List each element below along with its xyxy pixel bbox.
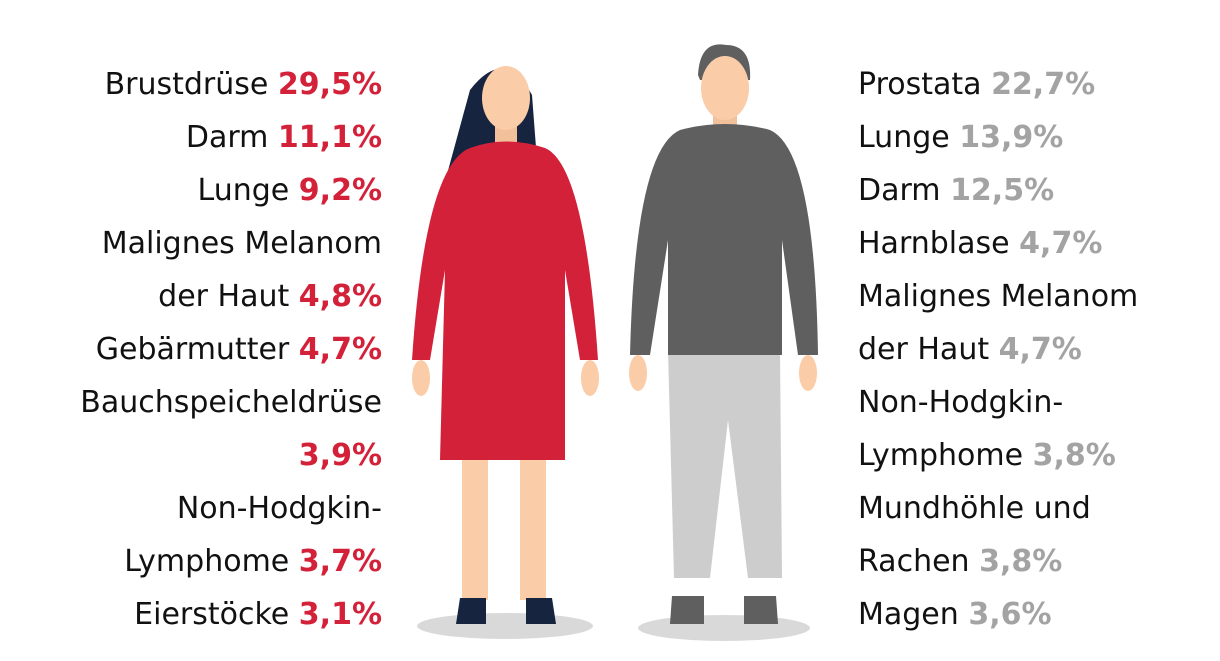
entry: Mundhöhle und Rachen 3,8%	[858, 482, 1198, 588]
label: Non-Hodgkin-	[858, 385, 1064, 420]
label: Darm	[858, 173, 941, 208]
label: Rachen	[858, 544, 970, 579]
percent: 3,8%	[1032, 438, 1116, 473]
men-list: Prostata 22,7% Lunge 13,9% Darm 12,5% Harnb…	[858, 58, 1198, 641]
entry: Non-Hodgkin- Lymphome 3,7%	[42, 482, 382, 588]
entry: Brustdrüse 29,5%	[42, 58, 382, 111]
percent: 13,9%	[959, 120, 1064, 155]
entry: Malignes Melanom der Haut 4,8%	[42, 217, 382, 323]
percent: 4,7%	[298, 332, 382, 367]
entry: Malignes Melanom der Haut 4,7%	[858, 270, 1198, 376]
label: Harnblase	[858, 226, 1010, 261]
entry: Non-Hodgkin- Lymphome 3,8%	[858, 376, 1198, 482]
percent: 3,7%	[298, 544, 382, 579]
label: Prostata	[858, 67, 982, 102]
label: Darm	[185, 120, 269, 155]
label: Lymphome	[858, 438, 1024, 473]
label: der Haut	[158, 279, 290, 314]
percent: 3,8%	[979, 544, 1063, 579]
percent: 22,7%	[991, 67, 1096, 102]
percent: 3,6%	[968, 597, 1052, 632]
label: Eierstöcke	[134, 597, 290, 632]
label: Gebärmutter	[95, 332, 290, 367]
label: Bauchspeicheldrüse	[80, 385, 382, 420]
label: Lunge	[197, 173, 290, 208]
entry: Gebärmutter 4,7%	[42, 323, 382, 376]
entry: Magen 3,6%	[858, 588, 1198, 641]
label: Lymphome	[124, 544, 290, 579]
entry: Lunge 9,2%	[42, 164, 382, 217]
women-list: Brustdrüse 29,5% Darm 11,1% Lunge 9,2% Mali…	[42, 58, 382, 641]
entry: Bauchspeicheldrüse 3,9%	[42, 376, 382, 482]
entry: Darm 12,5%	[858, 164, 1198, 217]
label: Non-Hodgkin-	[176, 491, 382, 526]
percent: 11,1%	[277, 120, 382, 155]
label: Lunge	[858, 120, 950, 155]
entry: Eierstöcke 3,1%	[42, 588, 382, 641]
entry: Darm 11,1%	[42, 111, 382, 164]
percent: 3,1%	[298, 597, 382, 632]
percent: 9,2%	[298, 173, 382, 208]
percent: 4,7%	[1019, 226, 1103, 261]
entry: Prostata 22,7%	[858, 58, 1198, 111]
label: Malignes Melanom	[101, 226, 382, 261]
label: Mundhöhle und	[858, 491, 1091, 526]
label: Brustdrüse	[104, 67, 269, 102]
percent: 12,5%	[950, 173, 1055, 208]
label: der Haut	[858, 332, 990, 367]
label: Malignes Melanom	[858, 279, 1139, 314]
label: Magen	[858, 597, 959, 632]
entry: Lunge 13,9%	[858, 111, 1198, 164]
entry: Harnblase 4,7%	[858, 217, 1198, 270]
percent: 3,9%	[298, 438, 382, 473]
percent: 4,7%	[998, 332, 1082, 367]
percent: 4,8%	[298, 279, 382, 314]
percent: 29,5%	[277, 67, 382, 102]
